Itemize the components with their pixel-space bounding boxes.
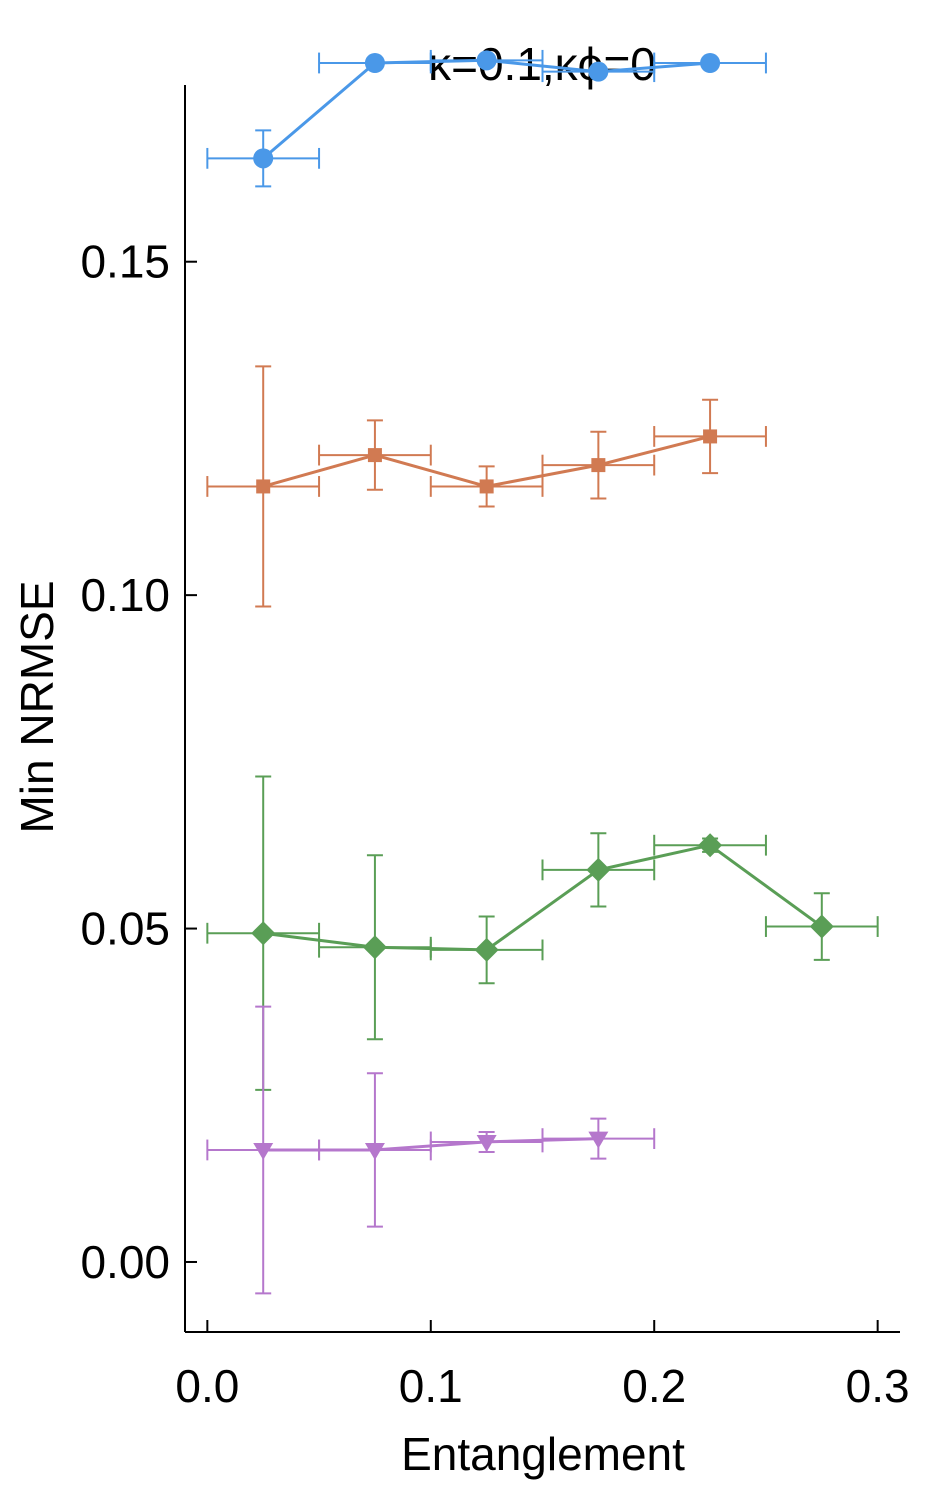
- data-point: [476, 1134, 497, 1152]
- data-point: [256, 479, 271, 494]
- y-axis-ticks: 0.00 0.05 0.10 0.15: [80, 236, 197, 1288]
- data-point: [588, 61, 609, 82]
- y-axis-label: Min NRMSE: [11, 580, 63, 833]
- series-4: [206, 1005, 656, 1295]
- series-2: [206, 365, 767, 608]
- y-tick-label: 0.15: [80, 236, 170, 288]
- data-point: [367, 448, 382, 463]
- y-tick-label: 0.00: [80, 1236, 170, 1288]
- data-point: [253, 1142, 274, 1160]
- y-tick-label: 0.05: [80, 903, 170, 955]
- data-point: [476, 50, 497, 71]
- y-tick-label: 0.10: [80, 569, 170, 621]
- data-point: [700, 52, 721, 73]
- data-point: [251, 921, 276, 946]
- data-point: [809, 914, 834, 939]
- data-point: [586, 857, 611, 882]
- data-point: [362, 935, 387, 960]
- x-tick-label: 0.2: [622, 1360, 686, 1412]
- data-point: [588, 1131, 609, 1149]
- x-tick-label: 0.0: [175, 1360, 239, 1412]
- data-point: [698, 833, 723, 858]
- data-point: [474, 937, 499, 962]
- data-point: [364, 52, 385, 73]
- x-tick-label: 0.1: [399, 1360, 463, 1412]
- x-axis-label: Entanglement: [401, 1428, 685, 1480]
- data-point: [591, 458, 606, 473]
- data-point: [479, 479, 494, 494]
- data-point: [253, 148, 274, 169]
- data-point: [703, 429, 718, 444]
- x-axis-ticks: 0.0 0.1 0.2 0.3: [175, 1320, 910, 1412]
- data-point: [364, 1142, 385, 1160]
- error-bar: [541, 1117, 656, 1160]
- series-line: [263, 843, 823, 952]
- series-3: [206, 775, 879, 1091]
- x-tick-label: 0.3: [846, 1360, 910, 1412]
- series-layer: [206, 49, 879, 1295]
- series-1: [206, 49, 767, 188]
